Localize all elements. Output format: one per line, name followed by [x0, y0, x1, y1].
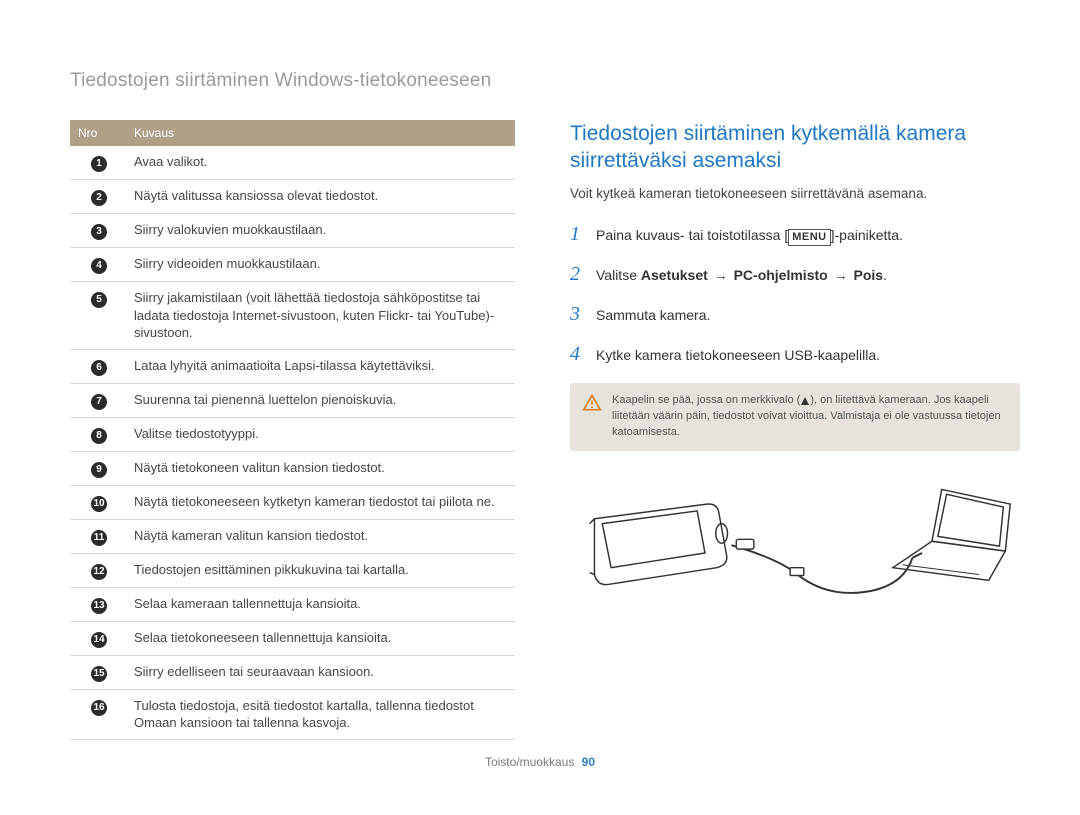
table-row: 4 Siirry videoiden muokkaustilaan.	[70, 248, 515, 282]
row-badge: 5	[91, 292, 107, 308]
row-badge: 9	[91, 462, 107, 478]
row-badge: 15	[91, 666, 107, 682]
table-row: 2 Näytä valitussa kansiossa olevat tiedos…	[70, 180, 515, 214]
warning-icon	[582, 393, 602, 419]
intro-text: Voit kytkeä kameran tietokoneeseen siirr…	[570, 185, 1020, 204]
step-item: 1 Paina kuvaus- tai toistotilassa [MENU]…	[570, 219, 1020, 249]
row-badge: 1	[91, 156, 107, 172]
page-footer: Toisto/muokkaus 90	[0, 755, 1080, 769]
row-badge: 8	[91, 428, 107, 444]
row-badge: 11	[91, 530, 107, 546]
row-badge: 3	[91, 224, 107, 240]
row-desc: Selaa kameraan tallennettuja kansioita.	[126, 587, 515, 621]
table-header-num: Nro	[70, 120, 126, 146]
step-list: 1 Paina kuvaus- tai toistotilassa [MENU]…	[570, 219, 1020, 369]
table-row: 8 Valitse tiedostotyyppi.	[70, 417, 515, 451]
row-badge: 4	[91, 258, 107, 274]
step-item: 3 Sammuta kamera.	[570, 299, 1020, 329]
row-desc: Lataa lyhyitä animaatioita Lapsi-tilassa…	[126, 349, 515, 383]
step-text: Sammuta kamera.	[596, 305, 710, 326]
step-number: 3	[570, 299, 586, 329]
table-row: 9 Näytä tietokoneen valitun kansion tiedo…	[70, 451, 515, 485]
table-row: 3 Siirry valokuvien muokkaustilaan.	[70, 214, 515, 248]
step-text-post: .	[883, 267, 887, 283]
step-text: Valitse Asetukset → PC-ohjelmisto → Pois…	[596, 265, 887, 286]
table-header-row: Nro Kuvaus	[70, 120, 515, 146]
description-table: Nro Kuvaus 1 Avaa valikot. 2 Näytä valitus…	[70, 120, 515, 740]
footer-page-number: 90	[582, 755, 595, 769]
table-row: 7 Suurenna tai pienennä luettelon pienois…	[70, 383, 515, 417]
table-row: 15 Siirry edelliseen tai seuraavaan kansi…	[70, 655, 515, 689]
warning-note: Kaapelin se pää, jossa on merkkivalo (),…	[570, 383, 1020, 451]
table-row: 5 Siirry jakamistilaan (voit lähettää tie…	[70, 282, 515, 350]
page-title: Tiedostojen siirtäminen Windows-tietokon…	[70, 70, 1020, 92]
row-desc: Avaa valikot.	[126, 146, 515, 180]
row-desc: Näytä tietokoneeseen kytketyn kameran ti…	[126, 485, 515, 519]
menu-button-glyph: MENU	[788, 229, 830, 245]
camera-laptop-illustration	[570, 473, 1020, 633]
step-text: Paina kuvaus- tai toistotilassa [MENU]-p…	[596, 225, 903, 246]
step-number: 4	[570, 339, 586, 369]
row-badge: 7	[91, 394, 107, 410]
footer-section: Toisto/muokkaus	[485, 755, 574, 769]
row-badge: 10	[91, 496, 107, 512]
table-row: 12 Tiedostojen esittäminen pikkukuvina ta…	[70, 553, 515, 587]
row-desc: Valitse tiedostotyyppi.	[126, 417, 515, 451]
row-desc: Siirry valokuvien muokkaustilaan.	[126, 214, 515, 248]
table-row: 1 Avaa valikot.	[70, 146, 515, 180]
step-text-pre: Paina kuvaus- tai toistotilassa [	[596, 227, 788, 243]
step-bold: PC-ohjelmisto	[734, 267, 828, 283]
row-desc: Näytä tietokoneen valitun kansion tiedos…	[126, 451, 515, 485]
step-bold: Pois	[853, 267, 883, 283]
step-text: Kytke kamera tietokoneeseen USB-kaapelil…	[596, 345, 880, 366]
left-column: Nro Kuvaus 1 Avaa valikot. 2 Näytä valitus…	[70, 120, 515, 740]
step-text-pre: Valitse	[596, 267, 641, 283]
warning-text-a: Kaapelin se pää, jossa on merkkivalo (	[612, 394, 800, 406]
row-desc: Näytä valitussa kansiossa olevat tiedost…	[126, 180, 515, 214]
row-badge: 14	[91, 632, 107, 648]
row-desc: Selaa tietokoneeseen tallennettuja kansi…	[126, 621, 515, 655]
row-desc: Suurenna tai pienennä luettelon pienoisk…	[126, 383, 515, 417]
table-row: 13 Selaa kameraan tallennettuja kansioita…	[70, 587, 515, 621]
row-desc: Tiedostojen esittäminen pikkukuvina tai …	[126, 553, 515, 587]
arrow-icon: →	[828, 267, 854, 283]
row-badge: 6	[91, 360, 107, 376]
step-number: 1	[570, 219, 586, 249]
table-row: 10 Näytä tietokoneeseen kytketyn kameran …	[70, 485, 515, 519]
content-columns: Nro Kuvaus 1 Avaa valikot. 2 Näytä valitus…	[70, 120, 1020, 740]
table-row: 11 Näytä kameran valitun kansion tiedosto…	[70, 519, 515, 553]
step-item: 4 Kytke kamera tietokoneeseen USB-kaapel…	[570, 339, 1020, 369]
arrow-icon: →	[708, 267, 734, 283]
row-desc: Siirry videoiden muokkaustilaan.	[126, 248, 515, 282]
row-desc: Näytä kameran valitun kansion tiedostot.	[126, 519, 515, 553]
row-badge: 2	[91, 190, 107, 206]
triangle-up-icon	[800, 394, 810, 406]
row-desc: Siirry jakamistilaan (voit lähettää tied…	[126, 282, 515, 350]
step-bold: Asetukset	[641, 267, 708, 283]
row-badge: 16	[91, 700, 107, 716]
table-row: 14 Selaa tietokoneeseen tallennettuja kan…	[70, 621, 515, 655]
step-text-post: ]-painiketta.	[831, 227, 903, 243]
section-heading: Tiedostojen siirtäminen kytkemällä kamer…	[570, 120, 1020, 175]
row-desc: Siirry edelliseen tai seuraavaan kansioo…	[126, 655, 515, 689]
row-badge: 12	[91, 564, 107, 580]
step-number: 2	[570, 259, 586, 289]
table-header-desc: Kuvaus	[126, 120, 515, 146]
right-column: Tiedostojen siirtäminen kytkemällä kamer…	[570, 120, 1020, 740]
table-row: 16 Tulosta tiedostoja, esitä tiedostot ka…	[70, 689, 515, 739]
row-desc: Tulosta tiedostoja, esitä tiedostot kart…	[126, 689, 515, 739]
row-badge: 13	[91, 598, 107, 614]
warning-text: Kaapelin se pää, jossa on merkkivalo (),…	[612, 393, 1006, 441]
table-row: 6 Lataa lyhyitä animaatioita Lapsi-tilass…	[70, 349, 515, 383]
step-item: 2 Valitse Asetukset → PC-ohjelmisto → Po…	[570, 259, 1020, 289]
